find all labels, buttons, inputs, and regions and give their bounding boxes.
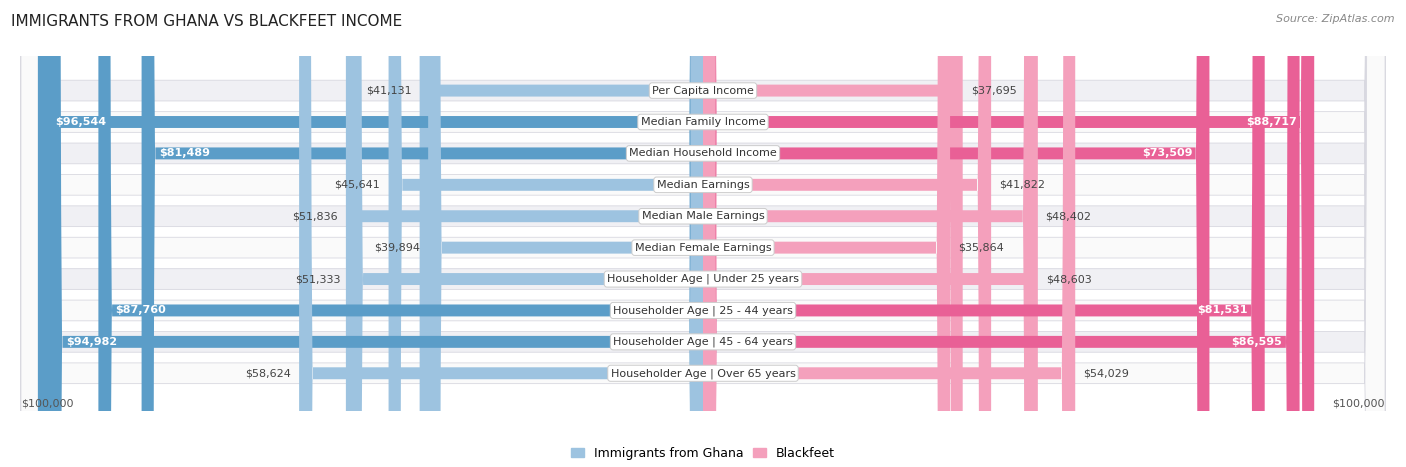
Text: $81,489: $81,489	[159, 149, 209, 158]
FancyBboxPatch shape	[49, 0, 703, 467]
FancyBboxPatch shape	[703, 0, 963, 467]
Text: Householder Age | Over 65 years: Householder Age | Over 65 years	[610, 368, 796, 379]
FancyBboxPatch shape	[703, 0, 1265, 467]
Text: IMMIGRANTS FROM GHANA VS BLACKFEET INCOME: IMMIGRANTS FROM GHANA VS BLACKFEET INCOM…	[11, 14, 402, 29]
FancyBboxPatch shape	[703, 0, 991, 467]
Text: $48,402: $48,402	[1045, 211, 1091, 221]
FancyBboxPatch shape	[38, 0, 703, 467]
Text: $35,864: $35,864	[959, 243, 1004, 253]
FancyBboxPatch shape	[703, 0, 1038, 467]
FancyBboxPatch shape	[703, 0, 950, 467]
FancyBboxPatch shape	[21, 0, 1385, 467]
Text: $54,029: $54,029	[1084, 368, 1129, 378]
FancyBboxPatch shape	[703, 0, 1076, 467]
Text: $45,641: $45,641	[335, 180, 380, 190]
Text: Householder Age | Under 25 years: Householder Age | Under 25 years	[607, 274, 799, 284]
FancyBboxPatch shape	[21, 0, 1385, 467]
Text: Householder Age | 25 - 44 years: Householder Age | 25 - 44 years	[613, 305, 793, 316]
Text: Householder Age | 45 - 64 years: Householder Age | 45 - 64 years	[613, 337, 793, 347]
FancyBboxPatch shape	[349, 0, 703, 467]
Text: Median Household Income: Median Household Income	[628, 149, 778, 158]
Text: $48,603: $48,603	[1046, 274, 1092, 284]
FancyBboxPatch shape	[703, 0, 1299, 467]
Text: $100,000: $100,000	[1333, 398, 1385, 408]
FancyBboxPatch shape	[419, 0, 703, 467]
Text: $39,894: $39,894	[374, 243, 420, 253]
Text: Median Male Earnings: Median Male Earnings	[641, 211, 765, 221]
Text: $81,531: $81,531	[1197, 305, 1247, 315]
Text: $41,822: $41,822	[1000, 180, 1046, 190]
FancyBboxPatch shape	[21, 0, 1385, 467]
Text: $58,624: $58,624	[245, 368, 291, 378]
Text: $37,695: $37,695	[972, 85, 1017, 96]
FancyBboxPatch shape	[703, 0, 1315, 467]
FancyBboxPatch shape	[21, 0, 1385, 467]
Text: Source: ZipAtlas.com: Source: ZipAtlas.com	[1277, 14, 1395, 24]
Text: $86,595: $86,595	[1232, 337, 1282, 347]
Text: Per Capita Income: Per Capita Income	[652, 85, 754, 96]
Text: Median Family Income: Median Family Income	[641, 117, 765, 127]
FancyBboxPatch shape	[21, 0, 1385, 467]
FancyBboxPatch shape	[429, 0, 703, 467]
Text: $94,982: $94,982	[66, 337, 117, 347]
FancyBboxPatch shape	[299, 0, 703, 467]
Text: $87,760: $87,760	[115, 305, 166, 315]
Legend: Immigrants from Ghana, Blackfeet: Immigrants from Ghana, Blackfeet	[567, 442, 839, 465]
Text: $51,836: $51,836	[292, 211, 337, 221]
Text: $41,131: $41,131	[366, 85, 412, 96]
FancyBboxPatch shape	[346, 0, 703, 467]
Text: $88,717: $88,717	[1246, 117, 1296, 127]
FancyBboxPatch shape	[21, 0, 1385, 467]
Text: Median Female Earnings: Median Female Earnings	[634, 243, 772, 253]
Text: $100,000: $100,000	[21, 398, 73, 408]
Text: Median Earnings: Median Earnings	[657, 180, 749, 190]
FancyBboxPatch shape	[21, 0, 1385, 467]
FancyBboxPatch shape	[703, 0, 1209, 467]
FancyBboxPatch shape	[21, 0, 1385, 467]
FancyBboxPatch shape	[21, 0, 1385, 467]
FancyBboxPatch shape	[98, 0, 703, 467]
FancyBboxPatch shape	[21, 0, 1385, 467]
FancyBboxPatch shape	[388, 0, 703, 467]
Text: $96,544: $96,544	[55, 117, 107, 127]
FancyBboxPatch shape	[703, 0, 1036, 467]
Text: $73,509: $73,509	[1142, 149, 1192, 158]
FancyBboxPatch shape	[142, 0, 703, 467]
Text: $51,333: $51,333	[295, 274, 342, 284]
